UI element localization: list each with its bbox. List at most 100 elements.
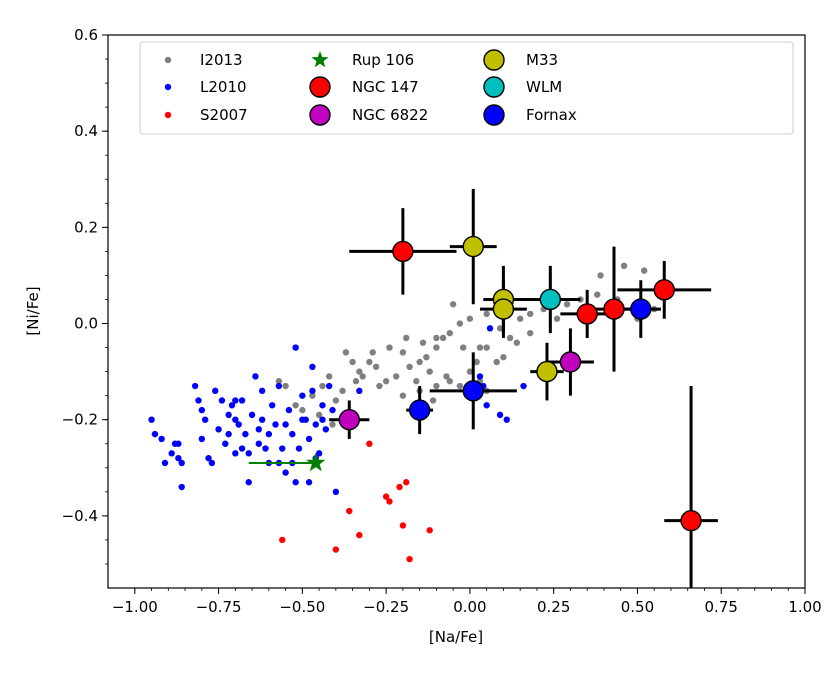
l2010-point	[215, 426, 222, 433]
i2013-point	[446, 378, 453, 385]
l2010-point	[285, 406, 293, 414]
l2010-point	[265, 430, 273, 438]
x-axis-ticks: −1.00 −0.75 −0.50 −0.25 0.00 0.25 0.50 0.75 1.00	[112, 588, 822, 616]
l2010-point	[305, 479, 313, 486]
i2013-point	[483, 344, 490, 351]
ngc-147-point	[392, 240, 414, 263]
legend-marker-s2007	[164, 111, 172, 119]
s2007-point	[406, 555, 413, 563]
i2013-point	[439, 334, 447, 342]
fornax-point	[408, 399, 431, 421]
l2010-point	[279, 445, 286, 452]
i2013-point	[406, 363, 413, 370]
l2010-point	[242, 430, 249, 438]
i2013-point	[433, 334, 440, 342]
l2010-point	[198, 435, 206, 443]
wlm-point	[539, 288, 562, 311]
legend-marker-ngc-147	[309, 76, 331, 98]
l2010-point	[329, 406, 336, 414]
legend-marker-ngc-6822	[309, 104, 331, 126]
fornax-point	[462, 380, 484, 402]
s2007-point	[346, 507, 353, 515]
i2013-point	[366, 358, 373, 366]
y-axis-label: [Ni/Fe]	[24, 286, 42, 335]
i2013-point	[456, 382, 464, 390]
l2010-point	[312, 421, 319, 428]
l2010-point	[201, 416, 209, 423]
rup-106-point	[306, 452, 326, 472]
l2010-point	[476, 373, 484, 380]
i2013-point	[493, 358, 500, 366]
i2013-point	[426, 368, 433, 375]
i2013-point	[372, 363, 380, 370]
x-tick-label: −0.75	[196, 598, 242, 616]
i2013-point	[473, 358, 480, 366]
i2013-point	[342, 349, 350, 356]
l2010-point	[198, 406, 206, 414]
s2007-point	[279, 536, 286, 544]
l2010-point	[258, 387, 266, 395]
legend: I2013 L2010 S2007 Rup 106 NGC 147 NGC 6822 M33…	[139, 41, 794, 135]
i2013-point	[620, 262, 628, 270]
ngc-6822-point	[559, 351, 582, 373]
l2010-point	[225, 430, 232, 438]
l2010-point	[158, 435, 165, 443]
l2010-point	[258, 416, 266, 423]
l2010-point	[332, 488, 340, 496]
i2013-point	[460, 344, 467, 351]
s2007-point	[399, 522, 407, 529]
s2007-point	[356, 531, 363, 539]
l2010-point	[315, 450, 323, 457]
i2013-point	[356, 368, 363, 375]
legend-frame	[139, 41, 794, 135]
s2007-point	[382, 493, 390, 500]
i2013-point	[349, 358, 356, 366]
y-axis-ticks: −0.4 −0.2 0.0 0.2 0.4 0.6	[62, 26, 108, 565]
l2010-point	[232, 416, 239, 423]
l2010-point	[295, 445, 303, 452]
i2013-point	[319, 382, 326, 390]
x-tick-label: 0.25	[537, 598, 570, 616]
l2010-point	[222, 440, 229, 447]
l2010-point	[255, 426, 262, 433]
i2013-point	[309, 392, 316, 399]
l2010-point	[299, 416, 306, 423]
l2010-point	[205, 454, 212, 462]
l2010-point	[248, 411, 256, 419]
l2010-point	[292, 344, 299, 351]
l2010-point	[272, 421, 279, 428]
s2007-point	[403, 479, 410, 486]
l2010-point	[268, 402, 276, 409]
l2010-point	[228, 402, 236, 409]
s2007-point	[366, 440, 373, 447]
l2010-point	[178, 459, 185, 467]
y-tick-label: 0.4	[74, 122, 98, 140]
i2013-point	[315, 411, 323, 419]
y-tick-label: −0.4	[62, 507, 98, 525]
l2010-point	[503, 416, 510, 423]
i2013-point	[299, 406, 306, 414]
i2013-point	[513, 339, 521, 346]
i2013-point	[456, 320, 464, 327]
i2013-point	[386, 344, 393, 351]
l2010-point	[309, 363, 316, 370]
x-tick-label: 0.50	[621, 598, 654, 616]
l2010-point	[212, 387, 219, 395]
l2010-point	[299, 392, 306, 399]
legend-label-ngc-147: NGC 147	[352, 78, 419, 96]
l2010-point	[262, 445, 269, 452]
legend-marker-fornax	[483, 104, 505, 126]
i2013-point	[563, 301, 571, 308]
legend-marker-rup-106	[311, 51, 329, 68]
x-axis-label: [Na/Fe]	[429, 628, 483, 646]
i2013-point	[399, 392, 407, 399]
l2010-point	[282, 421, 289, 428]
i2013-point	[413, 378, 420, 385]
l2010-point	[175, 454, 182, 462]
i2013-point	[516, 315, 524, 322]
s2007-point	[426, 527, 433, 534]
x-tick-label: 1.00	[788, 598, 821, 616]
i2013-point	[476, 344, 484, 351]
l2010-point	[319, 402, 326, 409]
l2010-point	[325, 382, 333, 390]
